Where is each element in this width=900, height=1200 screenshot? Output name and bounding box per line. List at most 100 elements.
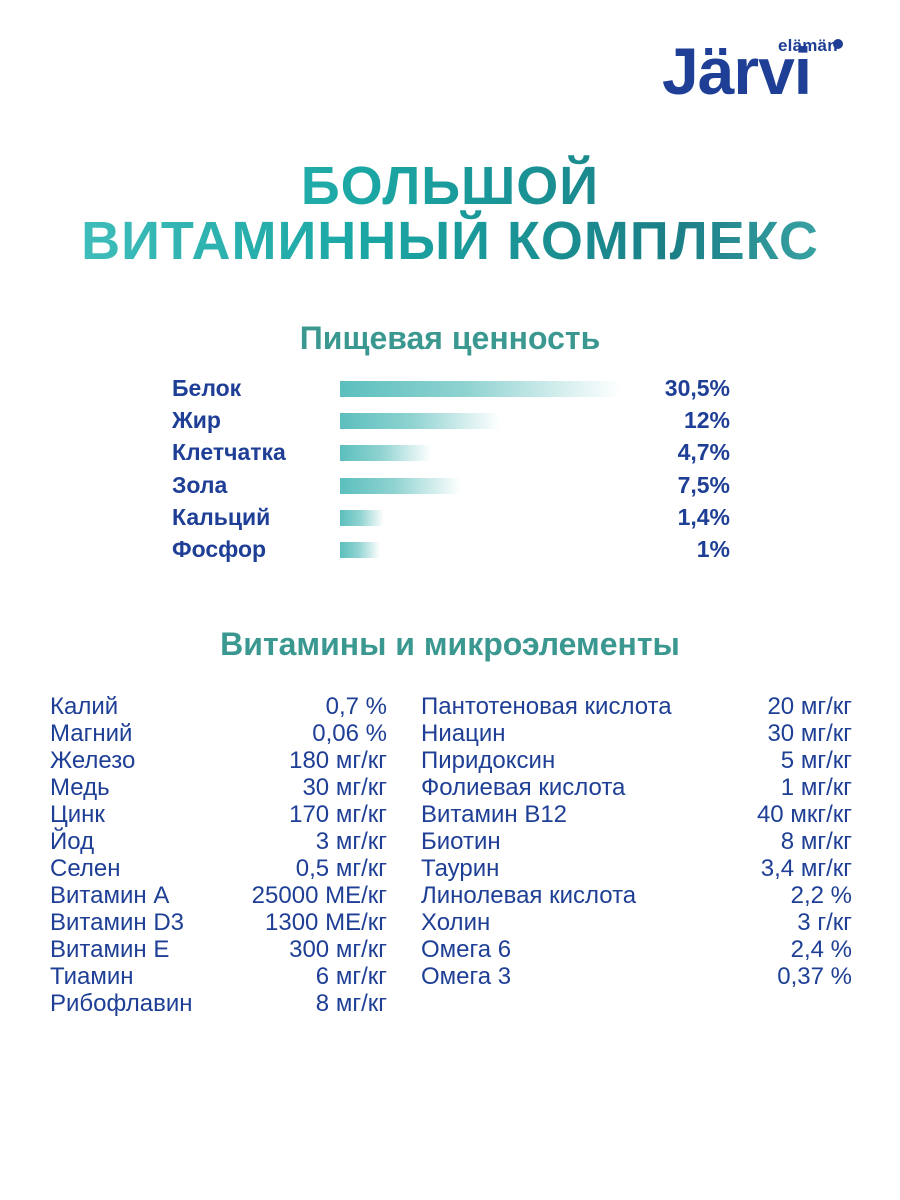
- nutrition-label: Клетчатка: [172, 439, 286, 466]
- vitamin-row: Пиридоксин 5 мг/кг: [421, 747, 852, 774]
- vitamin-row: Витамин D3 1300 МЕ/кг: [50, 909, 387, 936]
- vitamin-value: 3,4 мг/кг: [760, 855, 852, 882]
- nutrition-row: Фосфор 1%: [172, 534, 730, 564]
- nutrition-heading: Пищевая ценность: [299, 320, 601, 356]
- vitamin-value: 0,7 %: [325, 693, 387, 720]
- vitamin-name: Витамин В12: [421, 801, 568, 828]
- vitamin-value: 30 мг/кг: [302, 774, 387, 801]
- vitamin-value: 1300 МЕ/кг: [265, 909, 387, 936]
- nutrition-value: 1%: [696, 536, 730, 562]
- logo-dot: [833, 39, 843, 49]
- nutrition-row: Зола 7,5%: [172, 470, 730, 500]
- vitamin-value: 0,06 %: [312, 720, 387, 747]
- vitamin-value: 25000 МЕ/кг: [251, 882, 387, 909]
- nutrition-label: Зола: [172, 471, 228, 498]
- title-line-2: ВИТАМИННЫЙ КОМПЛЕКС: [0, 210, 900, 272]
- vitamin-row: Пантотеновая кислота 20 мг/кг: [421, 693, 852, 720]
- vitamin-row: Таурин 3,4 мг/кг: [421, 855, 852, 882]
- vitamin-name: Рибофлавин: [50, 990, 193, 1017]
- nutrition-value: 30,5%: [664, 375, 730, 401]
- vitamin-value: 6 мг/кг: [315, 963, 387, 990]
- nutrition-row: Жир 12%: [172, 405, 730, 435]
- nutrition-row: Белок 30,5%: [172, 373, 730, 403]
- vitamin-row: Омега 6 2,4 %: [421, 936, 852, 963]
- vitamin-value: 0,37 %: [777, 963, 852, 990]
- logo-big-text: Järvi: [662, 34, 812, 108]
- vitamins-right-column: Пантотеновая кислота 20 мг/кг Ниацин 30 мг/…: [421, 693, 852, 990]
- vitamin-row: Холин 3 г/кг: [421, 909, 852, 936]
- vitamins-heading: Витамины и микроэлементы: [220, 626, 680, 662]
- vitamin-value: 180 мг/кг: [289, 747, 387, 774]
- vitamin-name: Пиридоксин: [421, 747, 556, 774]
- vitamin-row: Медь 30 мг/кг: [50, 774, 387, 801]
- vitamin-value: 300 мг/кг: [289, 936, 387, 963]
- vitamin-value: 5 мг/кг: [780, 747, 852, 774]
- nutrition-bar: [340, 413, 500, 430]
- nutrition-bar: [340, 477, 461, 494]
- vitamin-name: Железо: [50, 747, 136, 774]
- vitamin-row: Железо 180 мг/кг: [50, 747, 387, 774]
- vitamin-name: Витамин D3: [50, 909, 184, 936]
- vitamin-value: 3 мг/кг: [315, 828, 387, 855]
- vitamin-row: Цинк 170 мг/кг: [50, 801, 387, 828]
- nutrition-bar: [340, 542, 380, 558]
- vitamin-name: Омега 6: [421, 936, 512, 963]
- nutrition-label: Кальций: [172, 503, 271, 530]
- nutrition-bar: [340, 381, 620, 397]
- vitamin-row: Витамин А 25000 МЕ/кг: [50, 882, 387, 909]
- vitamin-name: Холин: [421, 909, 491, 936]
- brand-logo: elämän Järvi: [662, 36, 852, 106]
- vitamin-name: Ниацин: [421, 720, 506, 747]
- vitamin-value: 1 мг/кг: [780, 774, 852, 801]
- vitamin-value: 8 мг/кг: [780, 828, 852, 855]
- vitamin-value: 2,4 %: [790, 936, 852, 963]
- vitamin-name: Цинк: [50, 801, 105, 828]
- vitamin-row: Линолевая кислота 2,2 %: [421, 882, 852, 909]
- vitamin-row: Фолиевая кислота 1 мг/кг: [421, 774, 852, 801]
- vitamin-name: Медь: [50, 774, 110, 801]
- logo-small-text: elämän: [778, 36, 838, 55]
- vitamin-name: Тиамин: [50, 963, 134, 990]
- vitamin-name: Магний: [50, 720, 133, 747]
- vitamin-name: Пантотеновая кислота: [421, 693, 672, 720]
- nutrition-label: Жир: [172, 407, 221, 434]
- title-line-1: БОЛЬШОЙ: [0, 155, 900, 217]
- vitamins-left-column: Калий 0,7 % Магний 0,06 % Железо 180 мг/кг Мед…: [50, 693, 387, 1017]
- nutrition-row: Кальций 1,4%: [172, 502, 730, 532]
- vitamin-row: Витамин В12 40 мкг/кг: [421, 801, 852, 828]
- vitamin-row: Биотин 8 мг/кг: [421, 828, 852, 855]
- nutrition-label: Фосфор: [172, 536, 267, 562]
- vitamin-name: Омега 3: [421, 963, 512, 990]
- vitamin-row: Ниацин 30 мг/кг: [421, 720, 852, 747]
- vitamin-row: Омега 3 0,37 %: [421, 963, 852, 990]
- vitamin-row: Витамин Е 300 мг/кг: [50, 936, 387, 963]
- vitamin-value: 8 мг/кг: [315, 990, 387, 1017]
- vitamin-value: 20 мг/кг: [767, 693, 852, 720]
- vitamin-name: Фолиевая кислота: [421, 774, 626, 801]
- vitamin-name: Селен: [50, 855, 121, 882]
- vitamin-name: Йод: [50, 828, 95, 855]
- nutrition-row: Клетчатка 4,7%: [172, 437, 730, 467]
- vitamin-name: Линолевая кислота: [421, 882, 637, 909]
- vitamin-row: Тиамин 6 мг/кг: [50, 963, 387, 990]
- vitamin-name: Витамин Е: [50, 936, 170, 963]
- vitamin-name: Биотин: [421, 828, 501, 855]
- vitamin-name: Калий: [50, 693, 119, 720]
- vitamin-name: Таурин: [421, 855, 500, 882]
- nutrition-bar: [340, 445, 431, 462]
- nutrition-value: 1,4%: [677, 503, 730, 530]
- nutrition-value: 7,5%: [677, 471, 730, 498]
- vitamin-value: 30 мг/кг: [767, 720, 852, 747]
- nutrition-value: 12%: [683, 407, 730, 434]
- vitamin-value: 40 мкг/кг: [756, 801, 852, 828]
- vitamin-value: 0,5 мг/кг: [295, 855, 387, 882]
- nutrition-value: 4,7%: [677, 439, 730, 466]
- vitamin-row: Йод 3 мг/кг: [50, 828, 387, 855]
- vitamin-value: 170 мг/кг: [289, 801, 387, 828]
- vitamin-value: 3 г/кг: [797, 909, 852, 936]
- vitamin-value: 2,2 %: [790, 882, 852, 909]
- nutrition-label: Белок: [172, 375, 242, 401]
- nutrition-bar: [340, 509, 384, 526]
- vitamin-row: Калий 0,7 %: [50, 693, 387, 720]
- vitamin-name: Витамин А: [50, 882, 170, 909]
